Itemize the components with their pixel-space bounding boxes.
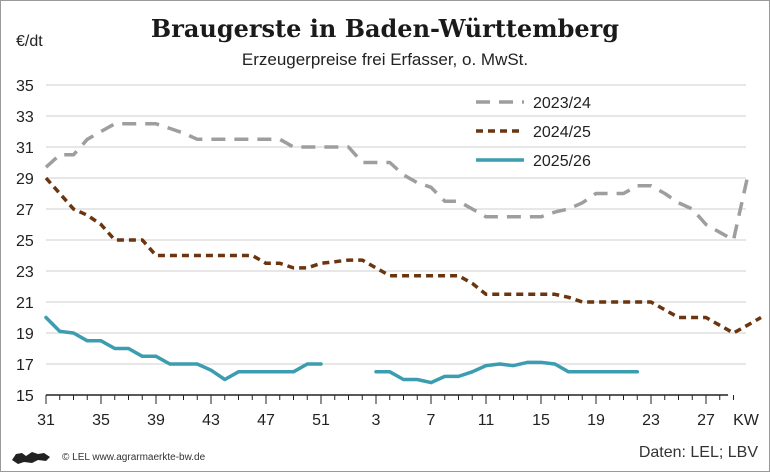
x-tick-label: 51 (312, 412, 330, 429)
chart-subtitle: Erzeugerpreise frei Erfasser, o. MwSt. (241, 50, 529, 69)
chart-title: Braugerste in Baden-Württemberg (150, 14, 620, 43)
x-tick-label: 23 (642, 412, 660, 429)
x-tick-label: 15 (532, 412, 550, 429)
lel-logo-icon (12, 452, 50, 464)
series-line-2024-25 (44, 176, 762, 335)
x-tick-label: 7 (427, 412, 436, 429)
y-tick-label: 17 (16, 357, 34, 374)
x-tick-label: 43 (202, 412, 220, 429)
y-tick-label: 33 (16, 109, 34, 126)
x-tick-label: 31 (37, 412, 55, 429)
x-tick-label: 3 (372, 412, 381, 429)
y-axis-unit: €/dt (16, 33, 43, 50)
y-tick-label: 23 (16, 264, 34, 281)
y-tick-label: 19 (16, 326, 34, 343)
x-tick-label: 47 (257, 412, 275, 429)
copyright-credit: © LEL www.agrarmaerkte-bw.de (62, 452, 206, 463)
legend-label: 2025/26 (533, 153, 591, 170)
y-tick-label: 35 (16, 78, 34, 95)
x-tick-label: 27 (697, 412, 715, 429)
x-axis-label: KW (733, 412, 760, 429)
x-tick-label: 35 (92, 412, 110, 429)
legend-label: 2023/24 (533, 95, 591, 112)
y-tick-label: 29 (16, 171, 34, 188)
x-tick-label: 39 (147, 412, 165, 429)
data-source: Daten: LEL; LBV (638, 444, 758, 461)
y-tick-label: 15 (16, 388, 34, 405)
y-tick-label: 27 (16, 202, 34, 219)
y-tick-label: 21 (16, 295, 34, 312)
series-line-2023-24 (44, 122, 750, 242)
x-tick-label: 19 (587, 412, 605, 429)
series-line-2025-26 (44, 315, 640, 385)
y-tick-label: 25 (16, 233, 34, 250)
legend-label: 2024/25 (533, 124, 591, 141)
x-tick-label: 11 (478, 412, 495, 429)
y-tick-label: 31 (16, 140, 34, 157)
